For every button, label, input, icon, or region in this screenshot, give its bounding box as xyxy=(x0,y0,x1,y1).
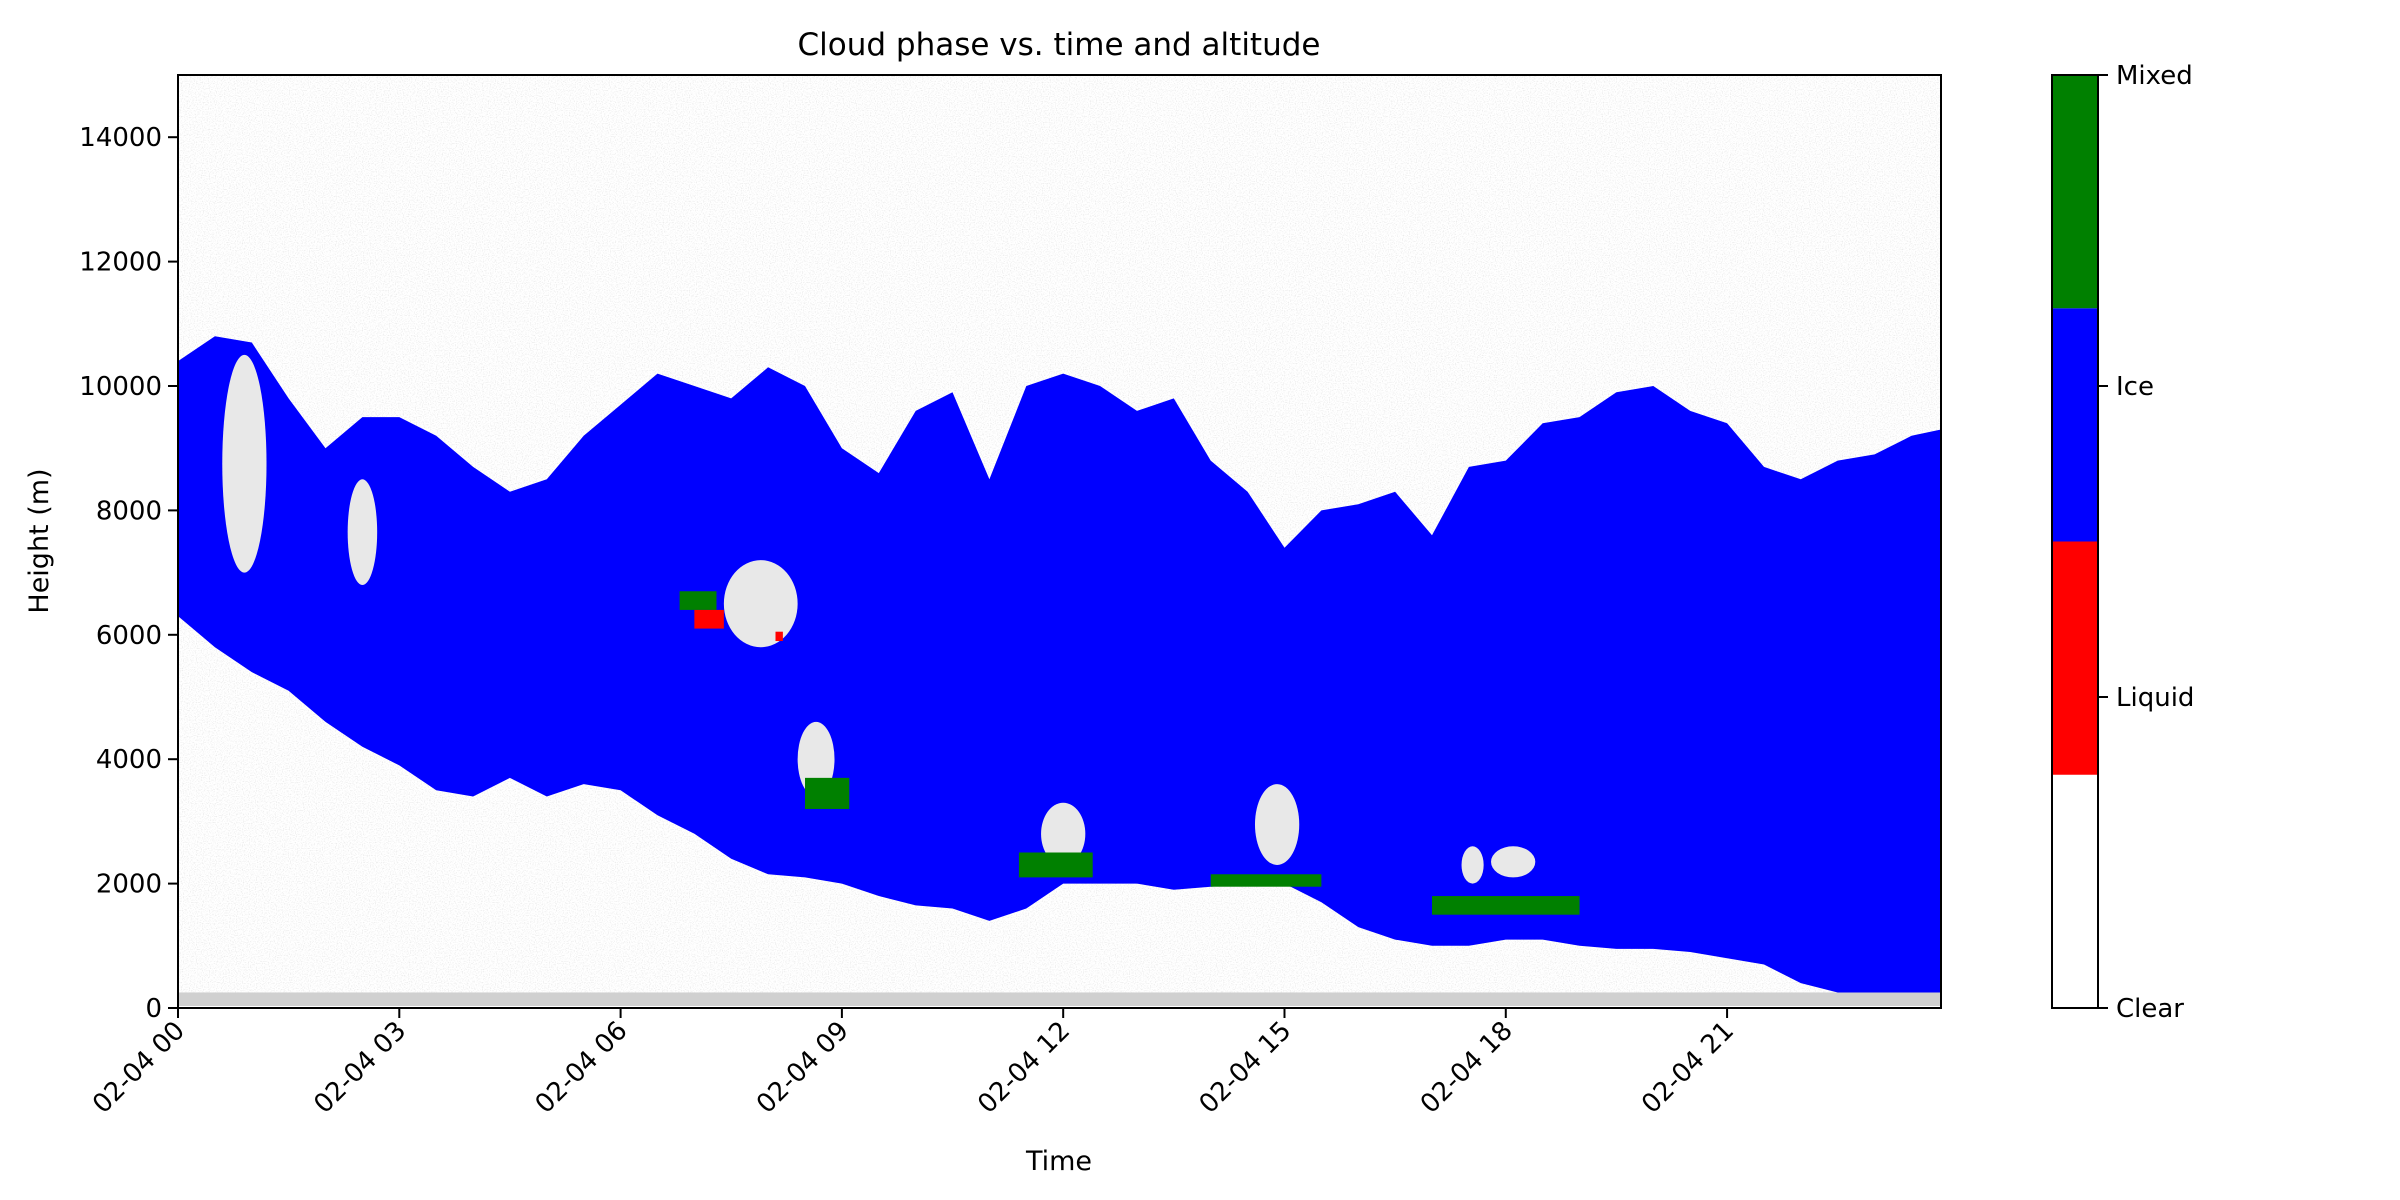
y-tick-label: 8000 xyxy=(96,496,162,526)
mixed-phase-feature xyxy=(1018,852,1093,878)
liquid-phase-feature xyxy=(775,631,783,642)
mixed-phase-feature xyxy=(679,591,717,610)
mixed-phase-feature xyxy=(1210,874,1322,887)
x-tick-label: 02-04 09 xyxy=(751,1016,855,1120)
clear-gap xyxy=(1461,846,1484,884)
plot-frame xyxy=(177,74,1942,1009)
x-tick-label: 02-04 15 xyxy=(1194,1016,1298,1120)
colorbar-segment-ice xyxy=(2052,308,2098,542)
x-axis-label: Time xyxy=(1025,1146,1092,1177)
y-tick-label: 2000 xyxy=(96,870,162,900)
liquid-phase-feature xyxy=(694,609,724,629)
x-axis: 02-04 00 02-04 03 02-04 06 02-04 09 02-04 12… xyxy=(87,1008,1740,1120)
surface-noise-band xyxy=(178,992,1941,1006)
clear-gap xyxy=(222,354,267,573)
y-tick-label: 4000 xyxy=(96,745,162,775)
clear-gap xyxy=(1491,846,1536,878)
colorbar-segment-liquid xyxy=(2052,541,2098,775)
colorbar-segment-clear xyxy=(2052,774,2098,1008)
chart-title: Cloud phase vs. time and altitude xyxy=(797,27,1320,63)
clear-gap xyxy=(1041,802,1086,865)
x-tick-label: 02-04 03 xyxy=(308,1016,412,1120)
colorbar-label: Liquid xyxy=(2116,683,2194,713)
y-tick-label: 0 xyxy=(145,994,162,1024)
mixed-phase-feature xyxy=(1432,896,1580,915)
x-tick-label: 02-04 00 xyxy=(87,1016,191,1120)
x-tick-label: 02-04 18 xyxy=(1415,1016,1519,1120)
mixed-phase-feature xyxy=(805,777,850,809)
plot-area xyxy=(178,75,1941,1008)
y-tick-label: 6000 xyxy=(96,621,162,651)
y-tick-label: 14000 xyxy=(79,123,162,153)
colorbar-label: Ice xyxy=(2116,372,2154,402)
x-tick-label: 02-04 06 xyxy=(530,1016,634,1120)
ice-cloud-region xyxy=(178,336,1941,993)
clear-gap xyxy=(1254,784,1300,865)
colorbar-frame xyxy=(2051,74,2099,1009)
y-tick-label: 10000 xyxy=(79,372,162,402)
y-tick-label: 12000 xyxy=(79,248,162,278)
colorbar-segment-mixed xyxy=(2052,75,2098,309)
y-axis: 0 2000 4000 6000 8000 10000 12000 14000 xyxy=(79,123,178,1024)
y-axis-label: Height (m) xyxy=(24,468,55,613)
colorbar-label: Mixed xyxy=(2116,61,2193,91)
x-tick-label: 02-04 12 xyxy=(972,1016,1076,1120)
x-tick-label: 02-04 21 xyxy=(1636,1016,1740,1120)
colorbar: Clear Liquid Ice Mixed xyxy=(2051,61,2194,1024)
colorbar-label: Clear xyxy=(2116,994,2184,1024)
clear-gap xyxy=(723,560,798,648)
clear-gap xyxy=(347,479,378,586)
